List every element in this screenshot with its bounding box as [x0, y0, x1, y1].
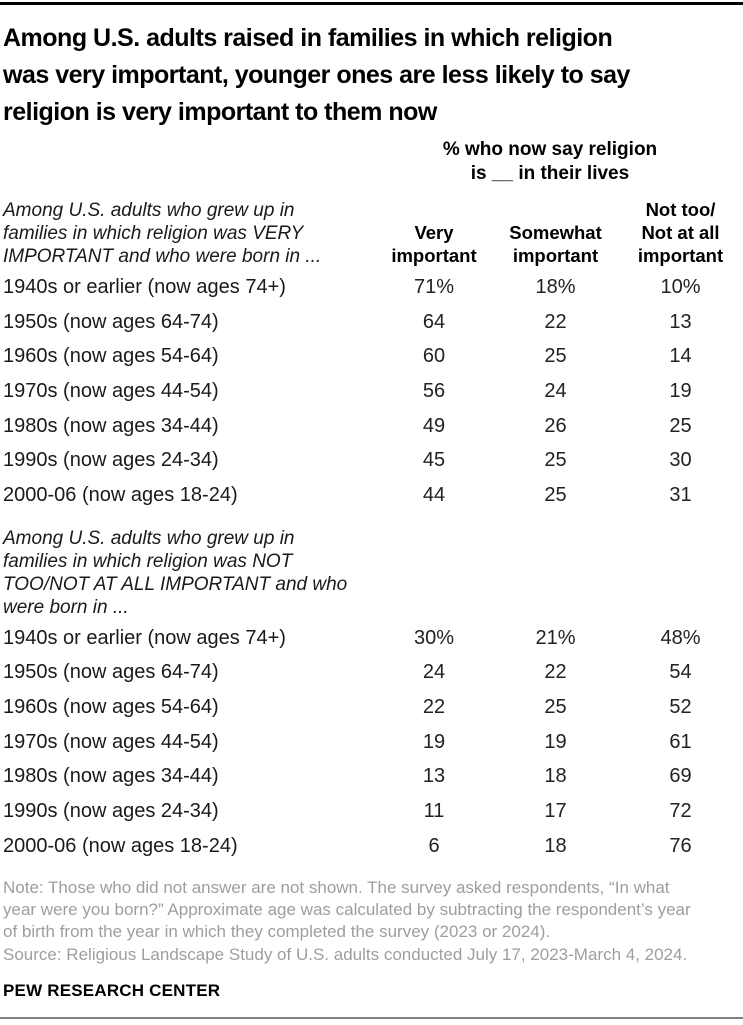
cell-value: 26 — [544, 414, 567, 437]
cell-value: 49 — [422, 414, 446, 437]
cell-value: 19 — [544, 730, 567, 753]
table-row: 1940s or earlier (now ages 74+) 71% 18% … — [3, 270, 743, 305]
table-row: 1940s or earlier (now ages 74+) 30% 21% … — [3, 621, 743, 656]
cell-value: 52 — [669, 696, 692, 719]
table-row: 1980s (now ages 34-44) 13 18 69 — [3, 760, 743, 795]
cell-value: 11 — [423, 800, 445, 823]
section-2-header-row: Among U.S. adults who grew up in familie… — [3, 527, 743, 619]
cell-value: 25 — [544, 449, 567, 472]
cell-value: 76 — [669, 834, 692, 857]
cell-value: 19 — [669, 379, 692, 402]
table-row: 1960s (now ages 54-64) 60 25 14 — [3, 339, 743, 374]
data-table: Among U.S. adults who grew up in familie… — [0, 198, 743, 864]
cell-value: 17 — [544, 800, 567, 823]
col-header-not-too-important: Not too/ Not at all important — [637, 199, 724, 266]
cell-value: 6 — [428, 834, 440, 857]
table-row: 1970s (now ages 44-54) 56 24 19 — [3, 374, 743, 409]
row-label: 1960s (now ages 54-64) — [3, 345, 219, 368]
col-header-very-important: Very important — [391, 222, 477, 266]
cell-value: 30 — [669, 449, 692, 472]
row-label: 1940s or earlier (now ages 74+) — [3, 626, 286, 649]
table-row: 1950s (now ages 64-74) 24 22 54 — [3, 656, 743, 691]
cell-value: 25 — [669, 414, 692, 437]
table-row: 2000-06 (now ages 18-24) 6 18 76 — [3, 829, 743, 864]
cell-value: 44 — [422, 483, 446, 506]
top-rule — [0, 2, 743, 5]
section-1-rows: 1940s or earlier (now ages 74+) 71% 18% … — [3, 270, 743, 513]
cell-value: 14 — [669, 345, 692, 368]
cell-value: 18 — [544, 834, 567, 857]
bottom-rule — [0, 1017, 743, 1019]
cell-value: 18% — [535, 275, 576, 298]
table-row: 1960s (now ages 54-64) 22 25 52 — [3, 690, 743, 725]
cell-value: 13 — [669, 310, 692, 333]
cell-value: 64 — [422, 310, 446, 333]
cell-value: 21% — [535, 626, 576, 649]
cell-value: 22 — [422, 696, 446, 719]
row-label: 2000-06 (now ages 18-24) — [3, 834, 238, 857]
cell-value: 60 — [422, 345, 446, 368]
row-label: 1970s (now ages 44-54) — [3, 379, 219, 402]
row-label: 1990s (now ages 24-34) — [3, 800, 219, 823]
cell-value: 22 — [544, 661, 567, 684]
cell-value: 25 — [544, 345, 567, 368]
row-label: 1950s (now ages 64-74) — [3, 310, 219, 333]
cell-value: 25 — [544, 483, 567, 506]
cell-value: 48% — [660, 626, 701, 649]
cell-value: 24 — [544, 379, 567, 402]
cell-value: 10% — [660, 275, 701, 298]
row-label: 1970s (now ages 44-54) — [3, 730, 219, 753]
cell-value: 25 — [544, 696, 567, 719]
cell-value: 19 — [422, 730, 446, 753]
table-row: 1950s (now ages 64-74) 64 22 13 — [3, 305, 743, 340]
row-label: 1980s (now ages 34-44) — [3, 414, 219, 437]
table-header-row: Among U.S. adults who grew up in familie… — [3, 198, 743, 268]
table-row: 1990s (now ages 24-34) 45 25 30 — [3, 443, 743, 478]
cell-value: 30% — [413, 626, 455, 649]
cell-value: 69 — [669, 765, 692, 788]
row-label: 2000-06 (now ages 18-24) — [3, 483, 238, 506]
cell-value: 56 — [422, 379, 446, 402]
cell-value: 18 — [544, 765, 567, 788]
section-1-label: Among U.S. adults who grew up in familie… — [3, 200, 322, 267]
section-2-label: Among U.S. adults who grew up in familie… — [3, 527, 348, 618]
cell-value: 45 — [422, 449, 446, 472]
row-label: 1990s (now ages 24-34) — [3, 449, 219, 472]
section-2-rows: 1940s or earlier (now ages 74+) 30% 21% … — [3, 621, 743, 864]
table-row: 1970s (now ages 44-54) 19 19 61 — [3, 725, 743, 760]
row-label: 1950s (now ages 64-74) — [3, 661, 219, 684]
footer: Note: Those who did not answer are not s… — [3, 877, 743, 1002]
table-subtitle: % who now say religion is __ in their li… — [442, 139, 658, 184]
cell-value: 61 — [669, 730, 692, 753]
row-label: 1960s (now ages 54-64) — [3, 696, 219, 719]
pew-research-center-wordmark: PEW RESEARCH CENTER — [3, 981, 221, 1001]
cell-value: 71% — [413, 275, 455, 298]
cell-value: 13 — [422, 765, 446, 788]
row-label: 1980s (now ages 34-44) — [3, 765, 219, 788]
cell-value: 54 — [669, 661, 692, 684]
cell-value: 22 — [544, 310, 567, 333]
cell-value: 31 — [669, 483, 692, 506]
col-header-somewhat-important: Somewhat important — [509, 222, 602, 266]
note-source-text: Note: Those who did not answer are not s… — [3, 877, 691, 964]
table-row: 1990s (now ages 24-34) 11 17 72 — [3, 794, 743, 829]
page-title: Among U.S. adults raised in families in … — [3, 24, 630, 126]
table-row: 2000-06 (now ages 18-24) 44 25 31 — [3, 478, 743, 513]
row-label: 1940s or earlier (now ages 74+) — [3, 275, 286, 298]
cell-value: 72 — [669, 800, 692, 823]
table-row: 1980s (now ages 34-44) 49 26 25 — [3, 409, 743, 444]
cell-value: 24 — [422, 661, 446, 684]
